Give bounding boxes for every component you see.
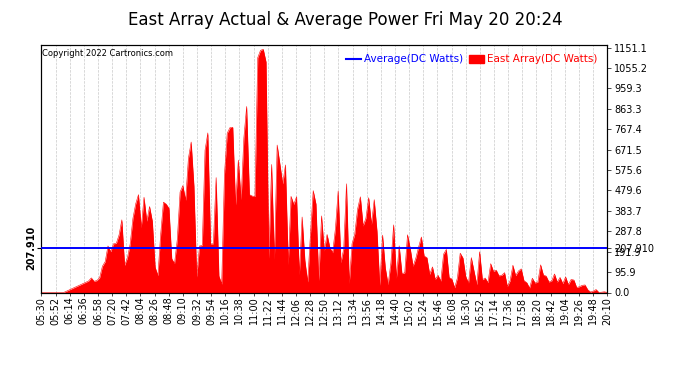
Legend: Average(DC Watts), East Array(DC Watts): Average(DC Watts), East Array(DC Watts) xyxy=(342,50,602,69)
Text: Copyright 2022 Cartronics.com: Copyright 2022 Cartronics.com xyxy=(42,49,173,58)
Text: East Array Actual & Average Power Fri May 20 20:24: East Array Actual & Average Power Fri Ma… xyxy=(128,11,562,29)
